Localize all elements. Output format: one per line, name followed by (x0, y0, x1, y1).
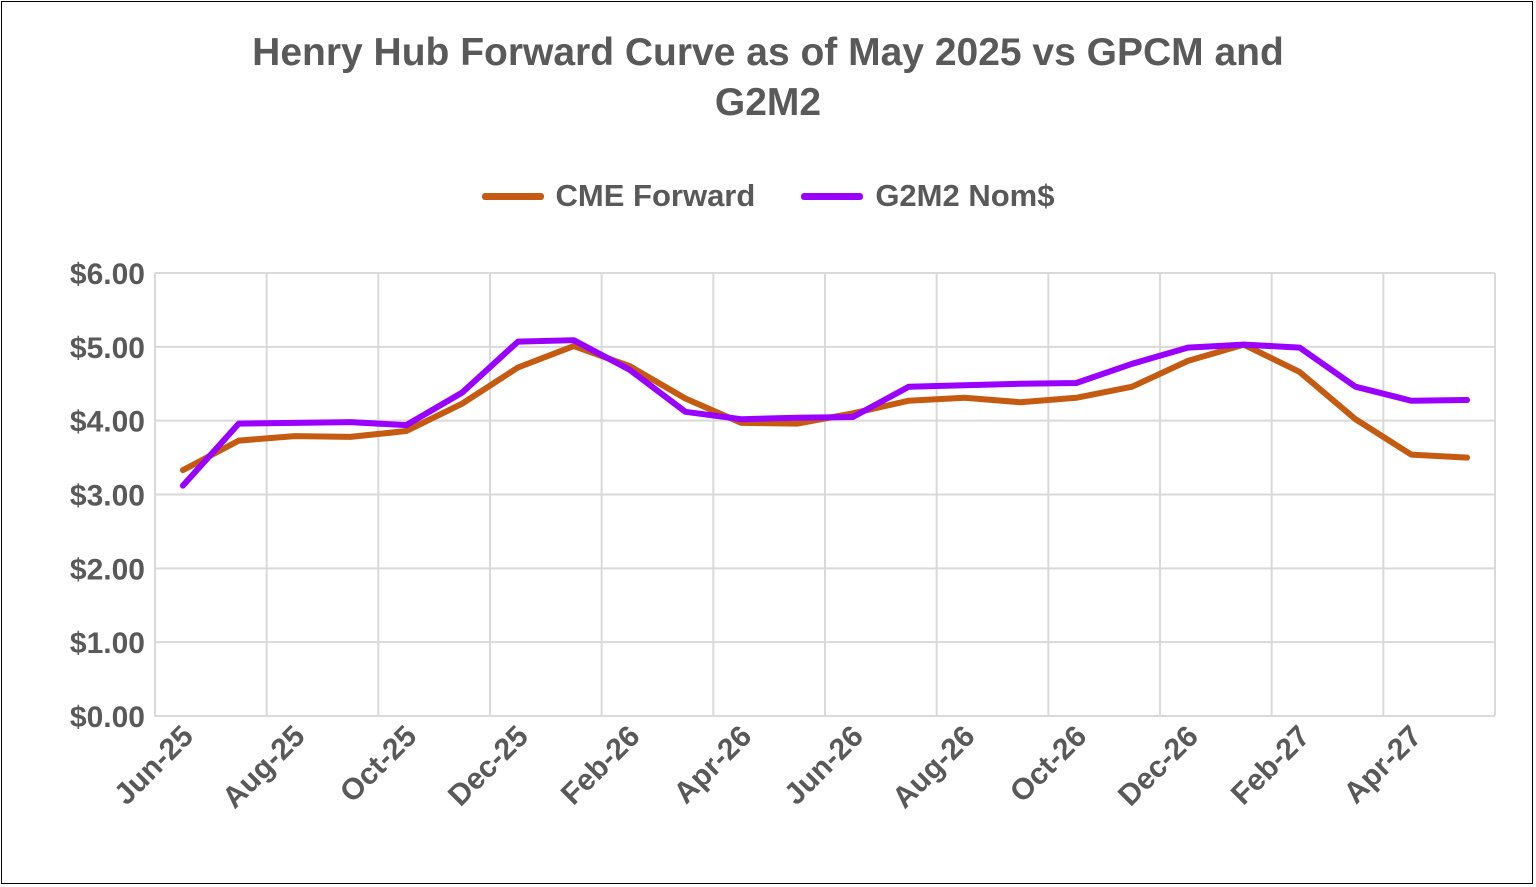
chart-title: Henry Hub Forward Curve as of May 2025 v… (0, 28, 1536, 128)
legend-label-g2m2: G2M2 Nom$ (875, 178, 1055, 213)
x-tick-label: Aug-25 (216, 720, 311, 815)
x-tick-label: Feb-27 (1225, 720, 1317, 812)
legend-item-cme: CME Forward (481, 178, 756, 214)
title-line-2: G2M2 (714, 81, 822, 124)
y-tick-label: $3.00 (70, 480, 145, 513)
y-tick-label: $5.00 (70, 332, 145, 365)
x-tick-label: Oct-25 (334, 720, 423, 809)
x-tick-label: Apr-26 (668, 720, 759, 811)
legend: CME Forward G2M2 Nom$ (0, 178, 1536, 214)
y-tick-label: $0.00 (70, 701, 145, 734)
y-tick-label: $6.00 (70, 258, 145, 291)
x-tick-label: Dec-25 (442, 720, 535, 813)
legend-swatch-cme (481, 192, 544, 200)
y-tick-label: $4.00 (70, 406, 145, 439)
x-tick-label: Apr-27 (1338, 720, 1429, 811)
x-tick-label: Feb-26 (555, 720, 647, 812)
y-tick-label: $2.00 (70, 553, 145, 586)
legend-label-cme: CME Forward (555, 178, 756, 213)
x-tick-label: Dec-26 (1112, 720, 1205, 813)
x-tick-label: Oct-26 (1004, 720, 1093, 809)
title-line-1: Henry Hub Forward Curve as of May 2025 v… (252, 31, 1284, 74)
y-tick-label: $1.00 (70, 627, 145, 660)
x-tick-label: Jun-26 (778, 720, 870, 812)
series-line-g2m2-nom (179, 337, 1471, 489)
x-tick-label: Aug-26 (886, 720, 981, 815)
legend-swatch-g2m2 (801, 192, 864, 200)
legend-item-g2m2: G2M2 Nom$ (801, 178, 1054, 214)
